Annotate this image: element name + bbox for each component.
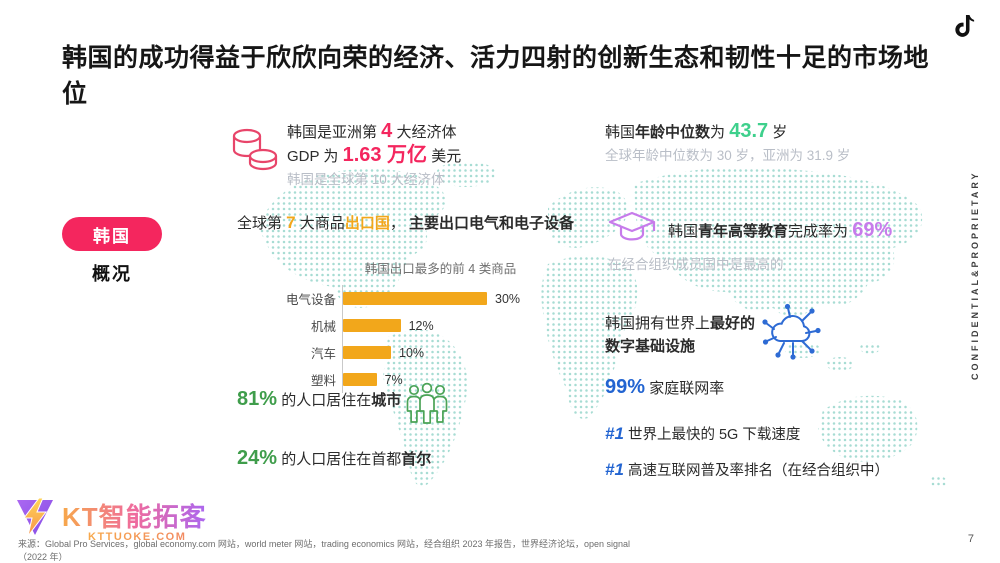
tab-korea[interactable]: 韩国 bbox=[62, 217, 162, 251]
world-map-dotted bbox=[258, 161, 947, 488]
chart-row: 汽车 10% bbox=[278, 339, 558, 366]
source-note: 来源：Global Pro Services，global economy.co… bbox=[18, 539, 631, 562]
economy-line3: 韩国是全球第 10 大经济体 bbox=[287, 172, 445, 187]
education-pct-value: 69% bbox=[852, 219, 893, 241]
median-age-sub: 全球年龄中位数为 30 岁，亚洲为 31.9 岁 bbox=[605, 148, 851, 163]
capital-pct-value: 24% bbox=[237, 447, 278, 469]
lightning-triangle-icon bbox=[17, 497, 53, 537]
export-bar-chart: 韩国出口最多的前 4 类商品 电气设备 30% 机械 12% 汽车 10% 塑料 7% bbox=[278, 258, 558, 393]
urban-population-stat: 81% 的人口居住在城市 bbox=[237, 388, 402, 410]
infrastructure-line1: 韩国拥有世界上最好的 bbox=[605, 315, 756, 332]
chart-category-label: 塑料 bbox=[310, 374, 336, 388]
chart-bar-area: 30% bbox=[342, 285, 520, 312]
chart-value-label: 12% bbox=[408, 318, 434, 333]
chart-bar bbox=[343, 346, 391, 359]
education-stat: 韩国青年高等教育完成率为 69% bbox=[668, 219, 893, 241]
economy-line2: GDP 为 1.63 万亿 美元 bbox=[287, 144, 462, 166]
economy-rank-value: 4 bbox=[381, 120, 393, 142]
chart-category-label: 机械 bbox=[310, 320, 336, 334]
gdp-value: 1.63 万亿 bbox=[342, 144, 428, 166]
chart-row: 机械 12% bbox=[278, 312, 558, 339]
chart-rows: 电气设备 30% 机械 12% 汽车 10% 塑料 7% bbox=[278, 285, 558, 393]
chart-bar bbox=[343, 292, 487, 305]
confidential-label: CONFIDENTIAL&PROPRIETARY bbox=[970, 170, 980, 380]
coins-icon bbox=[232, 128, 278, 171]
chart-category-label: 汽车 bbox=[310, 347, 336, 361]
education-sub: 在经合组织成员国中是最高的 bbox=[608, 257, 784, 272]
chart-title: 韩国出口最多的前 4 类商品 bbox=[364, 262, 517, 276]
chart-row: 塑料 7% bbox=[278, 366, 558, 393]
chart-bar-area: 10% bbox=[342, 339, 424, 366]
chart-value-label: 10% bbox=[399, 345, 425, 360]
chart-value-label: 7% bbox=[384, 372, 403, 387]
page-title: 韩国的成功得益于欣欣向荣的经济、活力四射的创新生态和韧性十足的市场地位 bbox=[62, 44, 930, 108]
broadband-rank-stat: #1 高速互联网普及率排名（在经合组织中） bbox=[605, 460, 889, 479]
chart-bar-area: 12% bbox=[342, 312, 434, 339]
median-age-value: 43.7 bbox=[729, 120, 769, 142]
graduation-cap-icon bbox=[608, 211, 656, 241]
page-number: 7 bbox=[967, 533, 974, 545]
internet-pct-value: 99% bbox=[605, 376, 646, 398]
chart-bar bbox=[343, 319, 401, 332]
watermark-name: KT智能拓客 bbox=[62, 497, 207, 534]
tiktok-note-icon bbox=[955, 14, 975, 37]
chart-bar bbox=[343, 373, 377, 386]
watermark: KT智能拓客 KTTUOKE.COM bbox=[14, 497, 207, 543]
chart-bar-area: 7% bbox=[342, 366, 403, 393]
capital-population-stat: 24% 的人口居住在首都首尔 bbox=[237, 447, 432, 469]
cloud-network-icon bbox=[762, 303, 821, 360]
export-word: 出口国 bbox=[344, 215, 390, 232]
urban-pct-value: 81% bbox=[237, 388, 278, 410]
infrastructure-line2: 数字基础设施 bbox=[605, 338, 696, 355]
5g-speed-stat: #1 世界上最快的 5G 下载速度 bbox=[605, 424, 801, 443]
tab-overview-label: 概况 bbox=[92, 264, 132, 284]
infrastructure-stat: 韩国拥有世界上最好的 数字基础设施 bbox=[605, 312, 755, 358]
median-age-line: 韩国年龄中位数为 43.7 岁 bbox=[605, 120, 788, 142]
export-rank-value: 7 bbox=[286, 213, 296, 232]
economy-line1: 韩国是亚洲第 4 大经济体 bbox=[287, 120, 457, 142]
household-internet-stat: 99% 家庭联网率 bbox=[605, 376, 725, 398]
chart-value-label: 30% bbox=[495, 291, 521, 306]
median-age-stat: 韩国年龄中位数为 43.7 岁 全球年龄中位数为 30 岁，亚洲为 31.9 岁 bbox=[605, 120, 850, 167]
export-stat: 全球第 7 大商品出口国， 主要出口电气和电子设备 bbox=[237, 213, 575, 232]
chart-row: 电气设备 30% bbox=[278, 285, 558, 312]
economy-stat: 韩国是亚洲第 4 大经济体 GDP 为 1.63 万亿 美元 韩国是全球第 10… bbox=[287, 120, 461, 191]
watermark-url: KTTUOKE.COM bbox=[88, 531, 207, 543]
chart-category-label: 电气设备 bbox=[285, 293, 336, 307]
people-group-icon bbox=[406, 382, 448, 424]
